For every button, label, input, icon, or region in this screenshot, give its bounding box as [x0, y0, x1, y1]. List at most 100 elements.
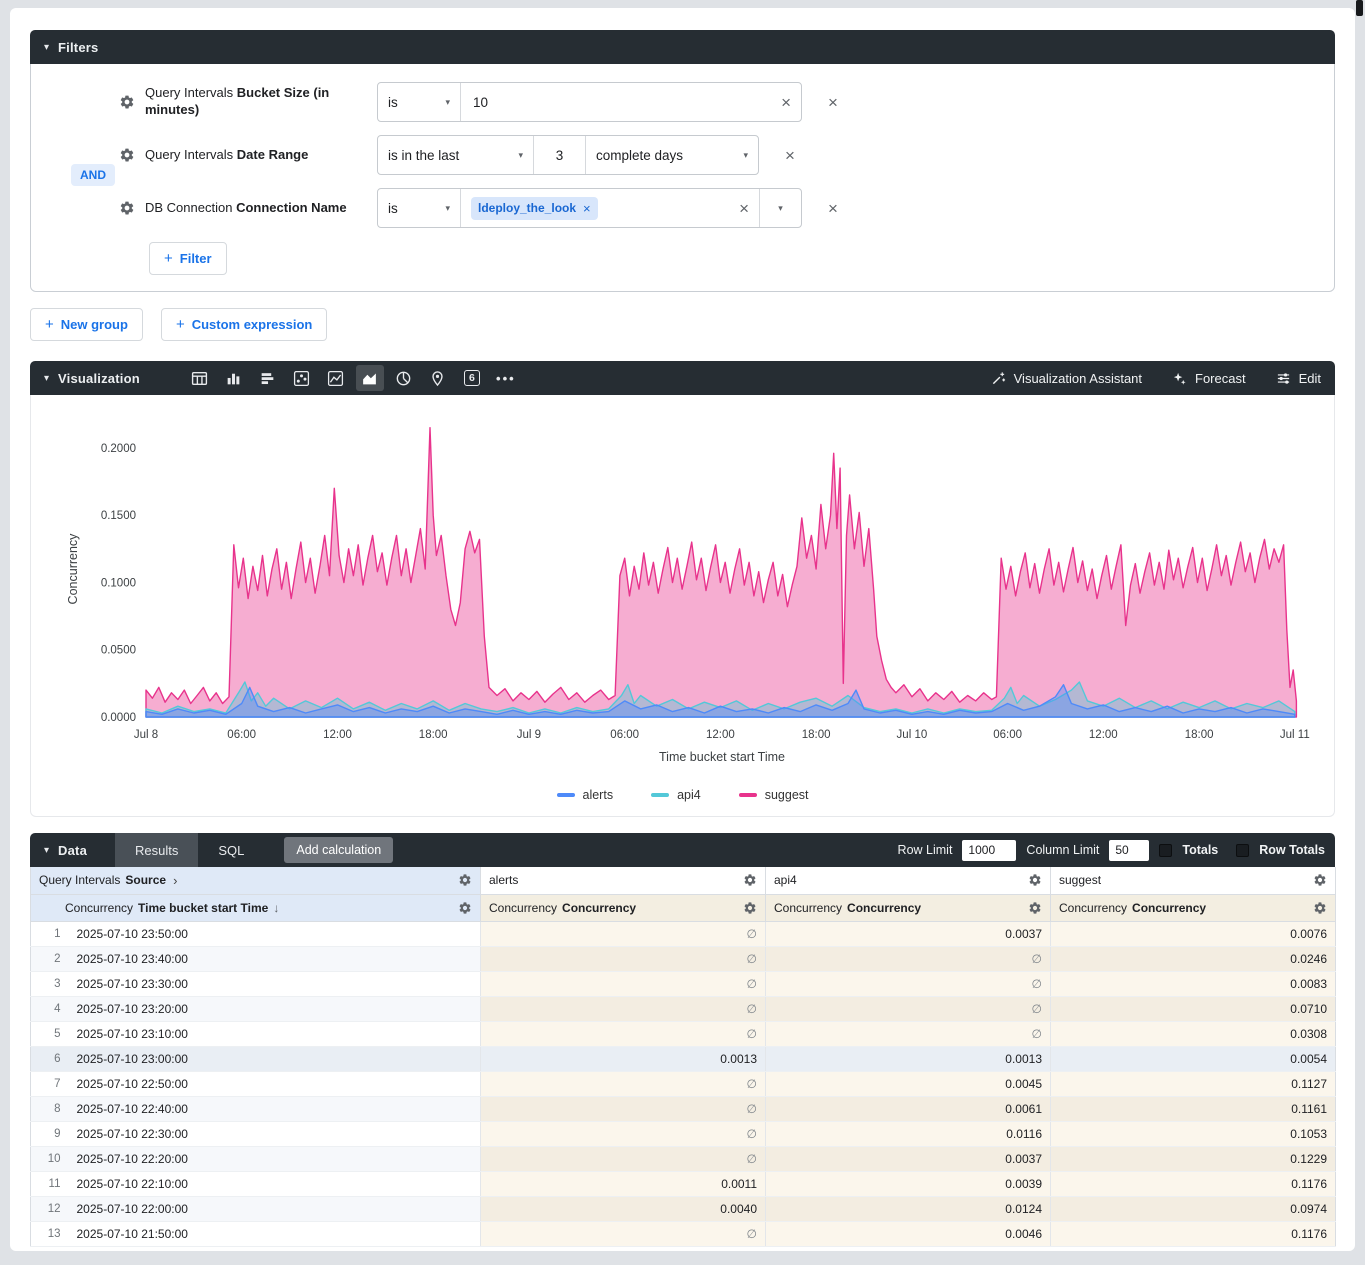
table-cell[interactable]: 0.1229 — [1050, 1146, 1336, 1172]
table-cell[interactable]: 0.0037 — [765, 1146, 1051, 1172]
table-cell[interactable]: 0.0013 — [765, 1046, 1051, 1072]
tab-sql[interactable]: SQL — [218, 842, 245, 858]
table-row[interactable]: 13 2025-07-10 21:50:00 ∅ 0.0046 0.1176 — [30, 1221, 1336, 1247]
table-cell[interactable]: 2025-07-10 21:50:00 — [66, 1221, 481, 1247]
table-cell[interactable]: ∅ — [480, 971, 766, 997]
gear-icon[interactable] — [1313, 901, 1327, 915]
gear-icon[interactable] — [1313, 873, 1327, 887]
column-chart-icon[interactable] — [220, 365, 248, 391]
filter-value-input[interactable] — [471, 93, 782, 111]
table-row[interactable]: 7 2025-07-10 22:50:00 ∅ 0.0045 0.1127 — [30, 1071, 1336, 1097]
table-cell[interactable]: 0.0013 — [480, 1046, 766, 1072]
table-cell[interactable]: 0.1053 — [1050, 1121, 1336, 1147]
gear-icon[interactable] — [743, 901, 757, 915]
remove-filter-icon[interactable]: × — [828, 92, 838, 112]
collapse-caret-icon[interactable]: ▾ — [44, 372, 50, 384]
table-cell[interactable]: ∅ — [765, 971, 1051, 997]
table-cell[interactable]: 0.0039 — [765, 1171, 1051, 1197]
and-operator-chip[interactable]: AND — [71, 163, 115, 186]
time-dimension-header[interactable]: Concurrency Time bucket start Time ↓ — [30, 894, 481, 922]
table-cell[interactable]: 2025-07-10 23:50:00 — [66, 921, 481, 947]
table-cell[interactable]: 0.0246 — [1050, 946, 1336, 972]
table-cell[interactable]: 0.1161 — [1050, 1096, 1336, 1122]
table-cell[interactable]: ∅ — [480, 921, 766, 947]
table-cell[interactable]: 0.0710 — [1050, 996, 1336, 1022]
pivot-value-header-suggest[interactable]: suggest — [1050, 867, 1336, 895]
single-value-chart-icon[interactable]: 6 — [458, 365, 486, 391]
gear-icon[interactable] — [119, 200, 135, 216]
table-cell[interactable]: ∅ — [765, 996, 1051, 1022]
table-cell[interactable]: ∅ — [765, 1021, 1051, 1047]
remove-filter-icon[interactable]: × — [785, 145, 795, 165]
table-cell[interactable]: 0.0116 — [765, 1121, 1051, 1147]
pivot-dimension-header[interactable]: Query Intervals Source › — [30, 867, 481, 895]
table-row[interactable]: 3 2025-07-10 23:30:00 ∅ ∅ 0.0083 — [30, 971, 1336, 997]
measure-header-api4[interactable]: Concurrency Concurrency — [765, 894, 1051, 922]
table-cell[interactable]: 2025-07-10 23:40:00 — [66, 946, 481, 972]
gear-icon[interactable] — [1028, 873, 1042, 887]
measure-header-alerts[interactable]: Concurrency Concurrency — [480, 894, 766, 922]
table-cell[interactable]: ∅ — [480, 1096, 766, 1122]
filter-chip-segment[interactable]: ldeploy_the_look × × — [460, 189, 759, 227]
clear-value-icon[interactable]: × — [781, 92, 791, 112]
pivot-value-header-alerts[interactable]: alerts — [480, 867, 766, 895]
legend-item-alerts[interactable]: alerts — [556, 788, 613, 802]
column-limit-input[interactable] — [1109, 839, 1150, 861]
table-cell[interactable]: 2025-07-10 22:20:00 — [66, 1146, 481, 1172]
chip-remove-icon[interactable]: × — [583, 200, 591, 216]
table-row[interactable]: 11 2025-07-10 22:10:00 0.0011 0.0039 0.1176 — [30, 1171, 1336, 1197]
gear-icon[interactable] — [458, 873, 472, 887]
gear-icon[interactable] — [458, 901, 472, 915]
legend-item-api4[interactable]: api4 — [651, 788, 701, 802]
custom-expression-button[interactable]: + Custom expression — [160, 308, 328, 341]
filter-value-chip[interactable]: ldeploy_the_look × — [471, 196, 598, 220]
table-row[interactable]: 12 2025-07-10 22:00:00 0.0040 0.0124 0.0974 — [30, 1196, 1336, 1222]
concurrency-area-chart[interactable]: 0.0000 0.0500 0.1000 0.1500 0.2000 Jul 8 06:00… — [51, 405, 1314, 773]
table-cell[interactable]: ∅ — [480, 996, 766, 1022]
clear-value-icon[interactable]: × — [739, 198, 749, 218]
operator-select[interactable]: is ▾ — [378, 83, 460, 121]
operator-select[interactable]: is in the last ▾ — [378, 136, 533, 174]
table-cell[interactable]: 2025-07-10 22:00:00 — [66, 1196, 481, 1222]
table-cell[interactable]: ∅ — [480, 946, 766, 972]
collapse-caret-icon[interactable]: ▾ — [44, 41, 50, 53]
table-chart-icon[interactable] — [186, 365, 214, 391]
map-chart-icon[interactable] — [424, 365, 452, 391]
pie-chart-icon[interactable] — [390, 365, 418, 391]
visualization-assistant-button[interactable]: Visualization Assistant — [991, 371, 1142, 386]
table-cell[interactable]: ∅ — [480, 1021, 766, 1047]
table-cell[interactable]: 0.0037 — [765, 921, 1051, 947]
table-cell[interactable]: ∅ — [480, 1121, 766, 1147]
page-scrollbar[interactable] — [1356, 0, 1363, 16]
suggestions-dropdown[interactable]: ▾ — [759, 189, 801, 227]
more-chart-types-icon[interactable]: ••• — [496, 370, 516, 386]
add-calculation-button[interactable]: Add calculation — [284, 837, 394, 863]
tab-results[interactable]: Results — [115, 833, 199, 867]
table-row[interactable]: 2 2025-07-10 23:40:00 ∅ ∅ 0.0246 — [30, 946, 1336, 972]
interval-unit-select[interactable]: complete days ▾ — [585, 136, 758, 174]
table-cell[interactable]: 0.0124 — [765, 1196, 1051, 1222]
table-cell[interactable]: 2025-07-10 22:30:00 — [66, 1121, 481, 1147]
table-row[interactable]: 6 2025-07-10 23:00:00 0.0013 0.0013 0.0054 — [30, 1046, 1336, 1072]
gear-icon[interactable] — [119, 147, 135, 163]
forecast-button[interactable]: Forecast — [1172, 371, 1246, 386]
table-cell[interactable]: ∅ — [765, 946, 1051, 972]
table-cell[interactable]: 0.0011 — [480, 1171, 766, 1197]
filters-header[interactable]: ▾ Filters — [30, 30, 1335, 64]
table-row[interactable]: 4 2025-07-10 23:20:00 ∅ ∅ 0.0710 — [30, 996, 1336, 1022]
add-filter-button[interactable]: + Filter — [149, 242, 227, 275]
table-cell[interactable]: 0.0061 — [765, 1096, 1051, 1122]
table-cell[interactable]: 0.1176 — [1050, 1171, 1336, 1197]
table-cell[interactable]: ∅ — [480, 1071, 766, 1097]
table-cell[interactable]: 0.0974 — [1050, 1196, 1336, 1222]
new-group-button[interactable]: + New group — [30, 308, 143, 341]
table-row[interactable]: 10 2025-07-10 22:20:00 ∅ 0.0037 0.1229 — [30, 1146, 1336, 1172]
table-row[interactable]: 8 2025-07-10 22:40:00 ∅ 0.0061 0.1161 — [30, 1096, 1336, 1122]
table-cell[interactable]: ∅ — [480, 1221, 766, 1247]
edit-visualization-button[interactable]: Edit — [1276, 371, 1321, 386]
gear-icon[interactable] — [1028, 901, 1042, 915]
remove-filter-icon[interactable]: × — [828, 198, 838, 218]
table-cell[interactable]: 0.0076 — [1050, 921, 1336, 947]
gear-icon[interactable] — [743, 873, 757, 887]
table-cell[interactable]: 2025-07-10 23:30:00 — [66, 971, 481, 997]
